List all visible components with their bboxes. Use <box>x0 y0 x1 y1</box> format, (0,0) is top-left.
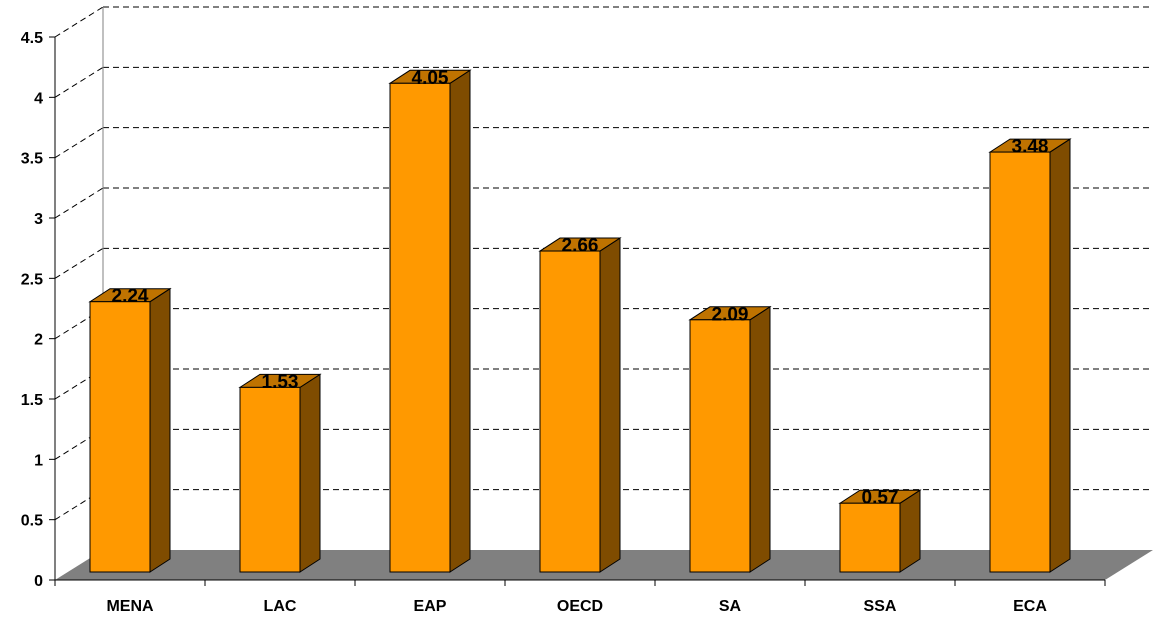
y-tick-label: 1.5 <box>21 392 43 409</box>
gridline-side <box>54 6 104 38</box>
data-label: 2.09 <box>712 304 749 325</box>
x-category-label: MENA <box>106 598 154 615</box>
y-tick-label: 4 <box>34 90 43 107</box>
y-tick-label: 2.5 <box>21 271 43 288</box>
data-label: 2.24 <box>112 286 149 307</box>
y-tick-label: 0.5 <box>21 513 43 530</box>
bar-eap <box>388 69 472 573</box>
gridline-side <box>54 127 104 159</box>
y-tick-label: 3.5 <box>21 151 43 168</box>
y-tick-label: 1 <box>34 452 43 469</box>
bars <box>88 69 1072 573</box>
gridline-side <box>54 247 104 279</box>
bar-side-face <box>149 287 171 573</box>
y-tick-label: 4.5 <box>21 30 43 47</box>
bar-front-face <box>539 250 601 573</box>
bar-mena <box>88 287 172 573</box>
x-axis-categories: MENA LAC EAP OECD SA SSA ECA <box>106 598 1047 615</box>
x-category-label: OECD <box>557 598 603 615</box>
y-tick-label: 3 <box>34 211 43 228</box>
x-category-label: LAC <box>264 598 297 615</box>
bar-lac <box>238 373 322 573</box>
bar-front-face <box>89 301 151 573</box>
bar-front-face <box>989 151 1051 573</box>
bar-eca <box>988 138 1072 573</box>
y-tick-label: 2 <box>34 332 43 349</box>
data-label: 2.66 <box>562 236 599 257</box>
data-labels: 2.24 1.53 4.05 2.66 2.09 0.57 3.48 <box>112 68 1049 509</box>
x-category-label: ECA <box>1013 598 1047 615</box>
gridlines <box>54 6 1153 521</box>
data-label: 1.53 <box>262 372 299 393</box>
bar-sa <box>688 305 772 573</box>
bar-side-face <box>299 373 321 573</box>
y-axis-ticks: 0 0.5 1 1.5 2 2.5 3 3.5 4 4.5 <box>21 30 55 590</box>
bar-side-face <box>899 489 921 573</box>
gridline-side <box>54 66 104 98</box>
data-label: 4.05 <box>412 68 449 89</box>
x-category-label: SSA <box>864 598 897 615</box>
x-category-label: SA <box>719 598 742 615</box>
bar-front-face <box>239 386 301 573</box>
bar-side-face <box>749 305 771 573</box>
bar-side-face <box>1049 138 1071 573</box>
x-category-label: EAP <box>414 598 447 615</box>
data-label: 3.48 <box>1012 137 1049 158</box>
bar-front-face <box>389 82 451 573</box>
bar-front-face <box>839 502 901 573</box>
data-label: 0.57 <box>862 488 899 509</box>
bar-ssa <box>838 489 922 573</box>
bar-front-face <box>689 319 751 573</box>
y-tick-label: 0 <box>34 573 43 590</box>
gridline-side <box>54 187 104 219</box>
bar-side-face <box>599 237 621 573</box>
bar-side-face <box>449 69 471 573</box>
bar-oecd <box>538 237 622 573</box>
